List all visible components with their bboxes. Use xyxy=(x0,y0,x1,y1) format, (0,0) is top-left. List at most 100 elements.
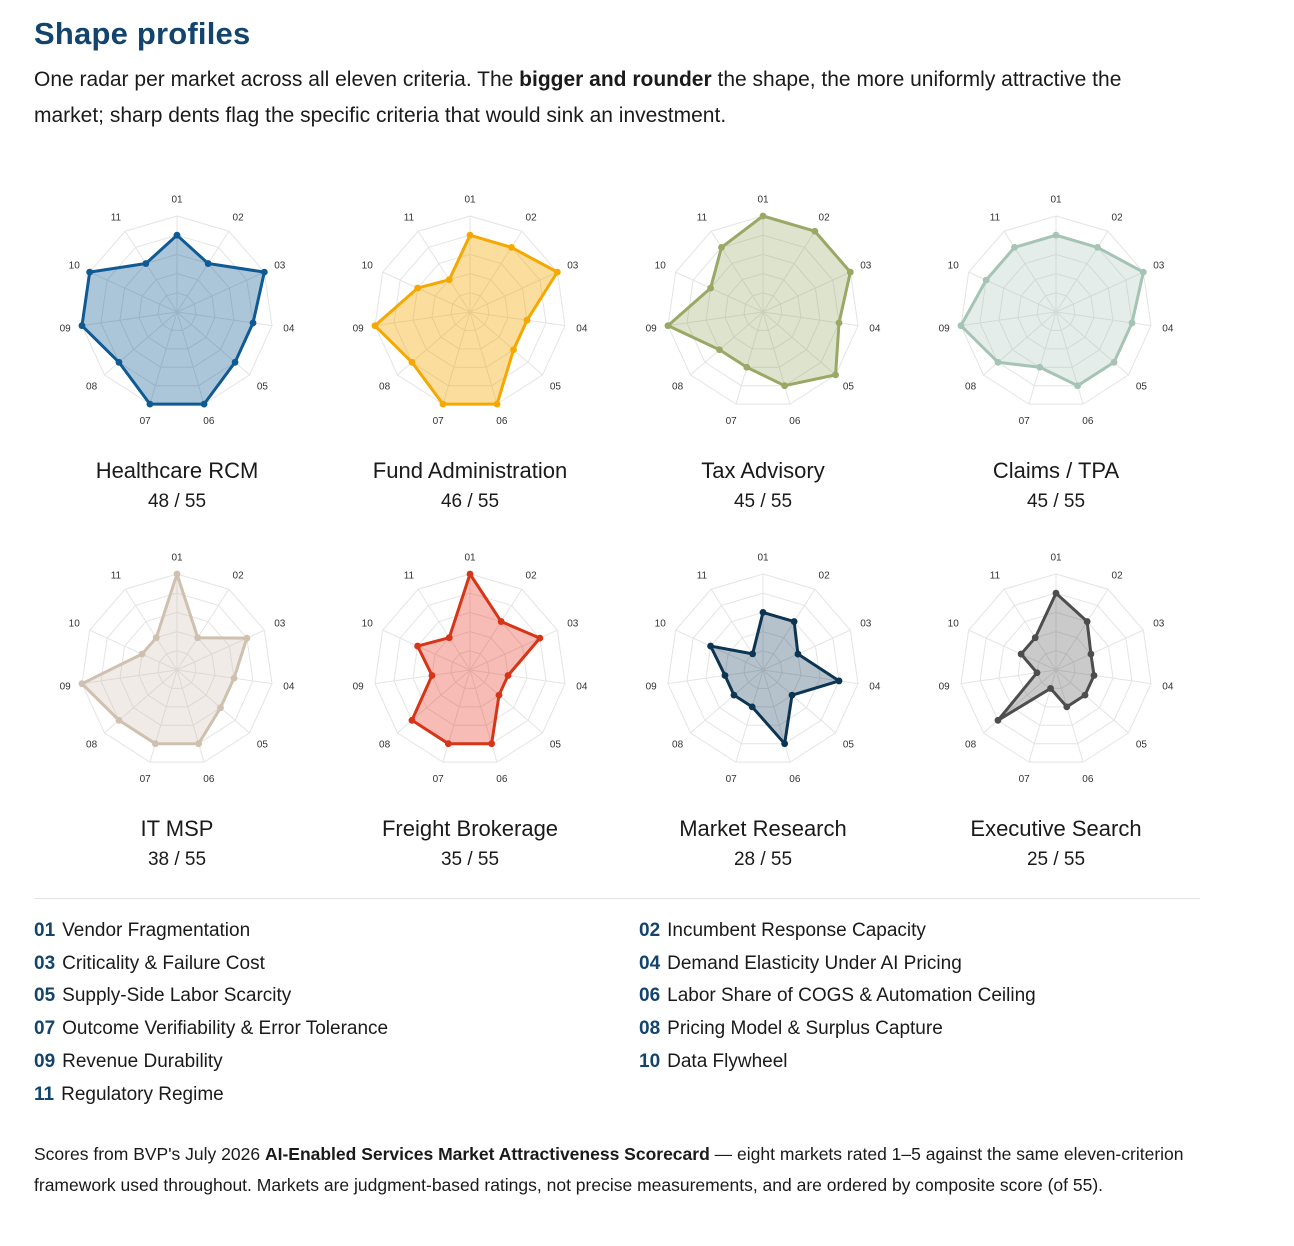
data-point-06 xyxy=(488,740,496,748)
grid-ring xyxy=(960,215,1152,405)
series-area xyxy=(410,572,542,746)
data-point-09 xyxy=(371,322,379,330)
axis-label-01: 01 xyxy=(464,195,476,206)
grid-spoke xyxy=(374,669,471,685)
grid-ring xyxy=(1036,292,1076,331)
axis-label-05: 05 xyxy=(843,381,855,392)
axis-label-05: 05 xyxy=(257,739,269,750)
axis-label-10: 10 xyxy=(69,619,81,630)
market-score: 38 / 55 xyxy=(147,849,207,870)
axis-label-05: 05 xyxy=(843,739,855,750)
market-name: Tax Advisory xyxy=(701,458,825,483)
grid-ring xyxy=(450,292,490,331)
series-area xyxy=(996,591,1096,722)
grid-spoke xyxy=(469,271,558,313)
radar-chart: 01 02 03 04 05 06 07 08 09 10 11 xyxy=(353,195,588,427)
data-point-10 xyxy=(707,284,715,292)
data-point-07 xyxy=(151,740,159,748)
axis-label-02: 02 xyxy=(819,212,831,223)
radar-chart: 01 02 03 04 05 06 07 08 09 10 11 xyxy=(353,553,588,785)
data-point-06 xyxy=(781,740,789,748)
axis-label-11: 11 xyxy=(990,212,1001,223)
axis-label-04: 04 xyxy=(283,682,295,693)
data-point-01 xyxy=(173,570,181,578)
axis-label-01: 01 xyxy=(1050,195,1062,206)
legend-number: 03 xyxy=(34,952,56,974)
grid-ring xyxy=(412,253,528,368)
axis-label-03: 03 xyxy=(567,619,579,630)
axis-label-10: 10 xyxy=(655,619,667,630)
grid-spoke xyxy=(1055,669,1129,734)
grid-ring xyxy=(412,611,528,726)
data-point-02 xyxy=(497,618,505,625)
data-point-11 xyxy=(152,634,160,642)
radar-panel: 01 02 03 04 05 06 07 08 09 10 11 Freight Brokerage 3… xyxy=(327,538,617,878)
footnote: Scores from BVP's July 2026 AI-Enabled S… xyxy=(34,1139,1184,1201)
grid-spoke xyxy=(690,311,764,376)
grid-ring xyxy=(119,611,235,726)
grid-spoke xyxy=(442,311,471,405)
axis-label-11: 11 xyxy=(990,570,1001,581)
subtitle-text-start: One radar per market across all eleven c… xyxy=(34,68,520,91)
data-point-11 xyxy=(718,243,725,251)
grid-spoke xyxy=(735,669,764,763)
legend-item-05: 05 Supply-Side Labor Scarcity xyxy=(34,985,291,1007)
legend-number: 11 xyxy=(34,1083,55,1105)
data-point-02 xyxy=(508,243,515,251)
grid-spoke xyxy=(469,669,566,685)
grid-ring xyxy=(998,611,1114,726)
axis-label-11: 11 xyxy=(697,570,708,581)
legend-label: Supply-Side Labor Scarcity xyxy=(62,985,292,1007)
grid-spoke xyxy=(1003,588,1057,671)
grid-ring xyxy=(724,273,802,350)
data-point-06 xyxy=(493,400,501,408)
grid-ring xyxy=(393,234,547,387)
data-point-03 xyxy=(846,268,854,276)
grid-ring xyxy=(100,234,254,387)
axis-label-09: 09 xyxy=(60,682,72,693)
grid-ring xyxy=(138,273,216,350)
grid-spoke xyxy=(667,669,764,685)
axis-label-03: 03 xyxy=(1153,619,1165,630)
axis-label-04: 04 xyxy=(283,324,295,335)
grid-spoke xyxy=(81,311,178,327)
grid-spoke xyxy=(374,311,471,327)
axis-label-06: 06 xyxy=(1082,774,1094,785)
data-point-07 xyxy=(743,363,751,371)
data-point-08 xyxy=(994,716,1002,724)
radar-chart: 01 02 03 04 05 06 07 08 09 10 11 xyxy=(939,553,1174,785)
axis-label-03: 03 xyxy=(274,619,286,630)
grid-ring xyxy=(705,611,821,726)
legend-label: Labor Share of COGS & Automation Ceiling xyxy=(667,985,1036,1007)
axis-label-04: 04 xyxy=(576,682,588,693)
radar-chart: 01 02 03 04 05 06 07 08 09 10 11 xyxy=(646,553,881,785)
data-point-04 xyxy=(504,672,512,679)
grid-spoke xyxy=(89,629,178,671)
grid-spoke xyxy=(176,669,273,685)
data-point-09 xyxy=(78,322,86,330)
grid-spoke xyxy=(1055,588,1109,671)
grid-ring xyxy=(157,292,197,331)
data-point-10 xyxy=(138,650,146,658)
axis-label-06: 06 xyxy=(203,416,215,427)
axis-label-10: 10 xyxy=(362,619,374,630)
radar-panel: 01 02 03 04 05 06 07 08 09 10 11 Healthcare RCM 48 /… xyxy=(34,180,324,520)
axis-label-03: 03 xyxy=(860,261,872,272)
market-name: Market Research xyxy=(679,816,847,841)
grid-spoke xyxy=(667,311,764,327)
grid-spoke xyxy=(382,629,471,671)
grid-spoke xyxy=(81,669,178,685)
data-point-07 xyxy=(146,400,154,408)
radar-panel: 01 02 03 04 05 06 07 08 09 10 11 Market Research 28 … xyxy=(620,538,910,878)
radar-panel: 01 02 03 04 05 06 07 08 09 10 11 IT MSP 38 / 55 xyxy=(34,538,324,878)
axis-label-09: 09 xyxy=(60,324,72,335)
data-point-07 xyxy=(1036,363,1044,371)
data-point-11 xyxy=(749,650,757,658)
data-point-06 xyxy=(781,382,789,390)
axis-label-07: 07 xyxy=(726,416,738,427)
grid-spoke xyxy=(1055,629,1144,671)
subtitle-text-end: the shape, the more uniformly attractive… xyxy=(34,68,1122,127)
data-point-04 xyxy=(230,674,238,682)
grid-spoke xyxy=(417,230,471,313)
radar-grid: 01 02 03 04 05 06 07 08 09 10 11 Healthcare RCM 48 /… xyxy=(34,180,1209,880)
